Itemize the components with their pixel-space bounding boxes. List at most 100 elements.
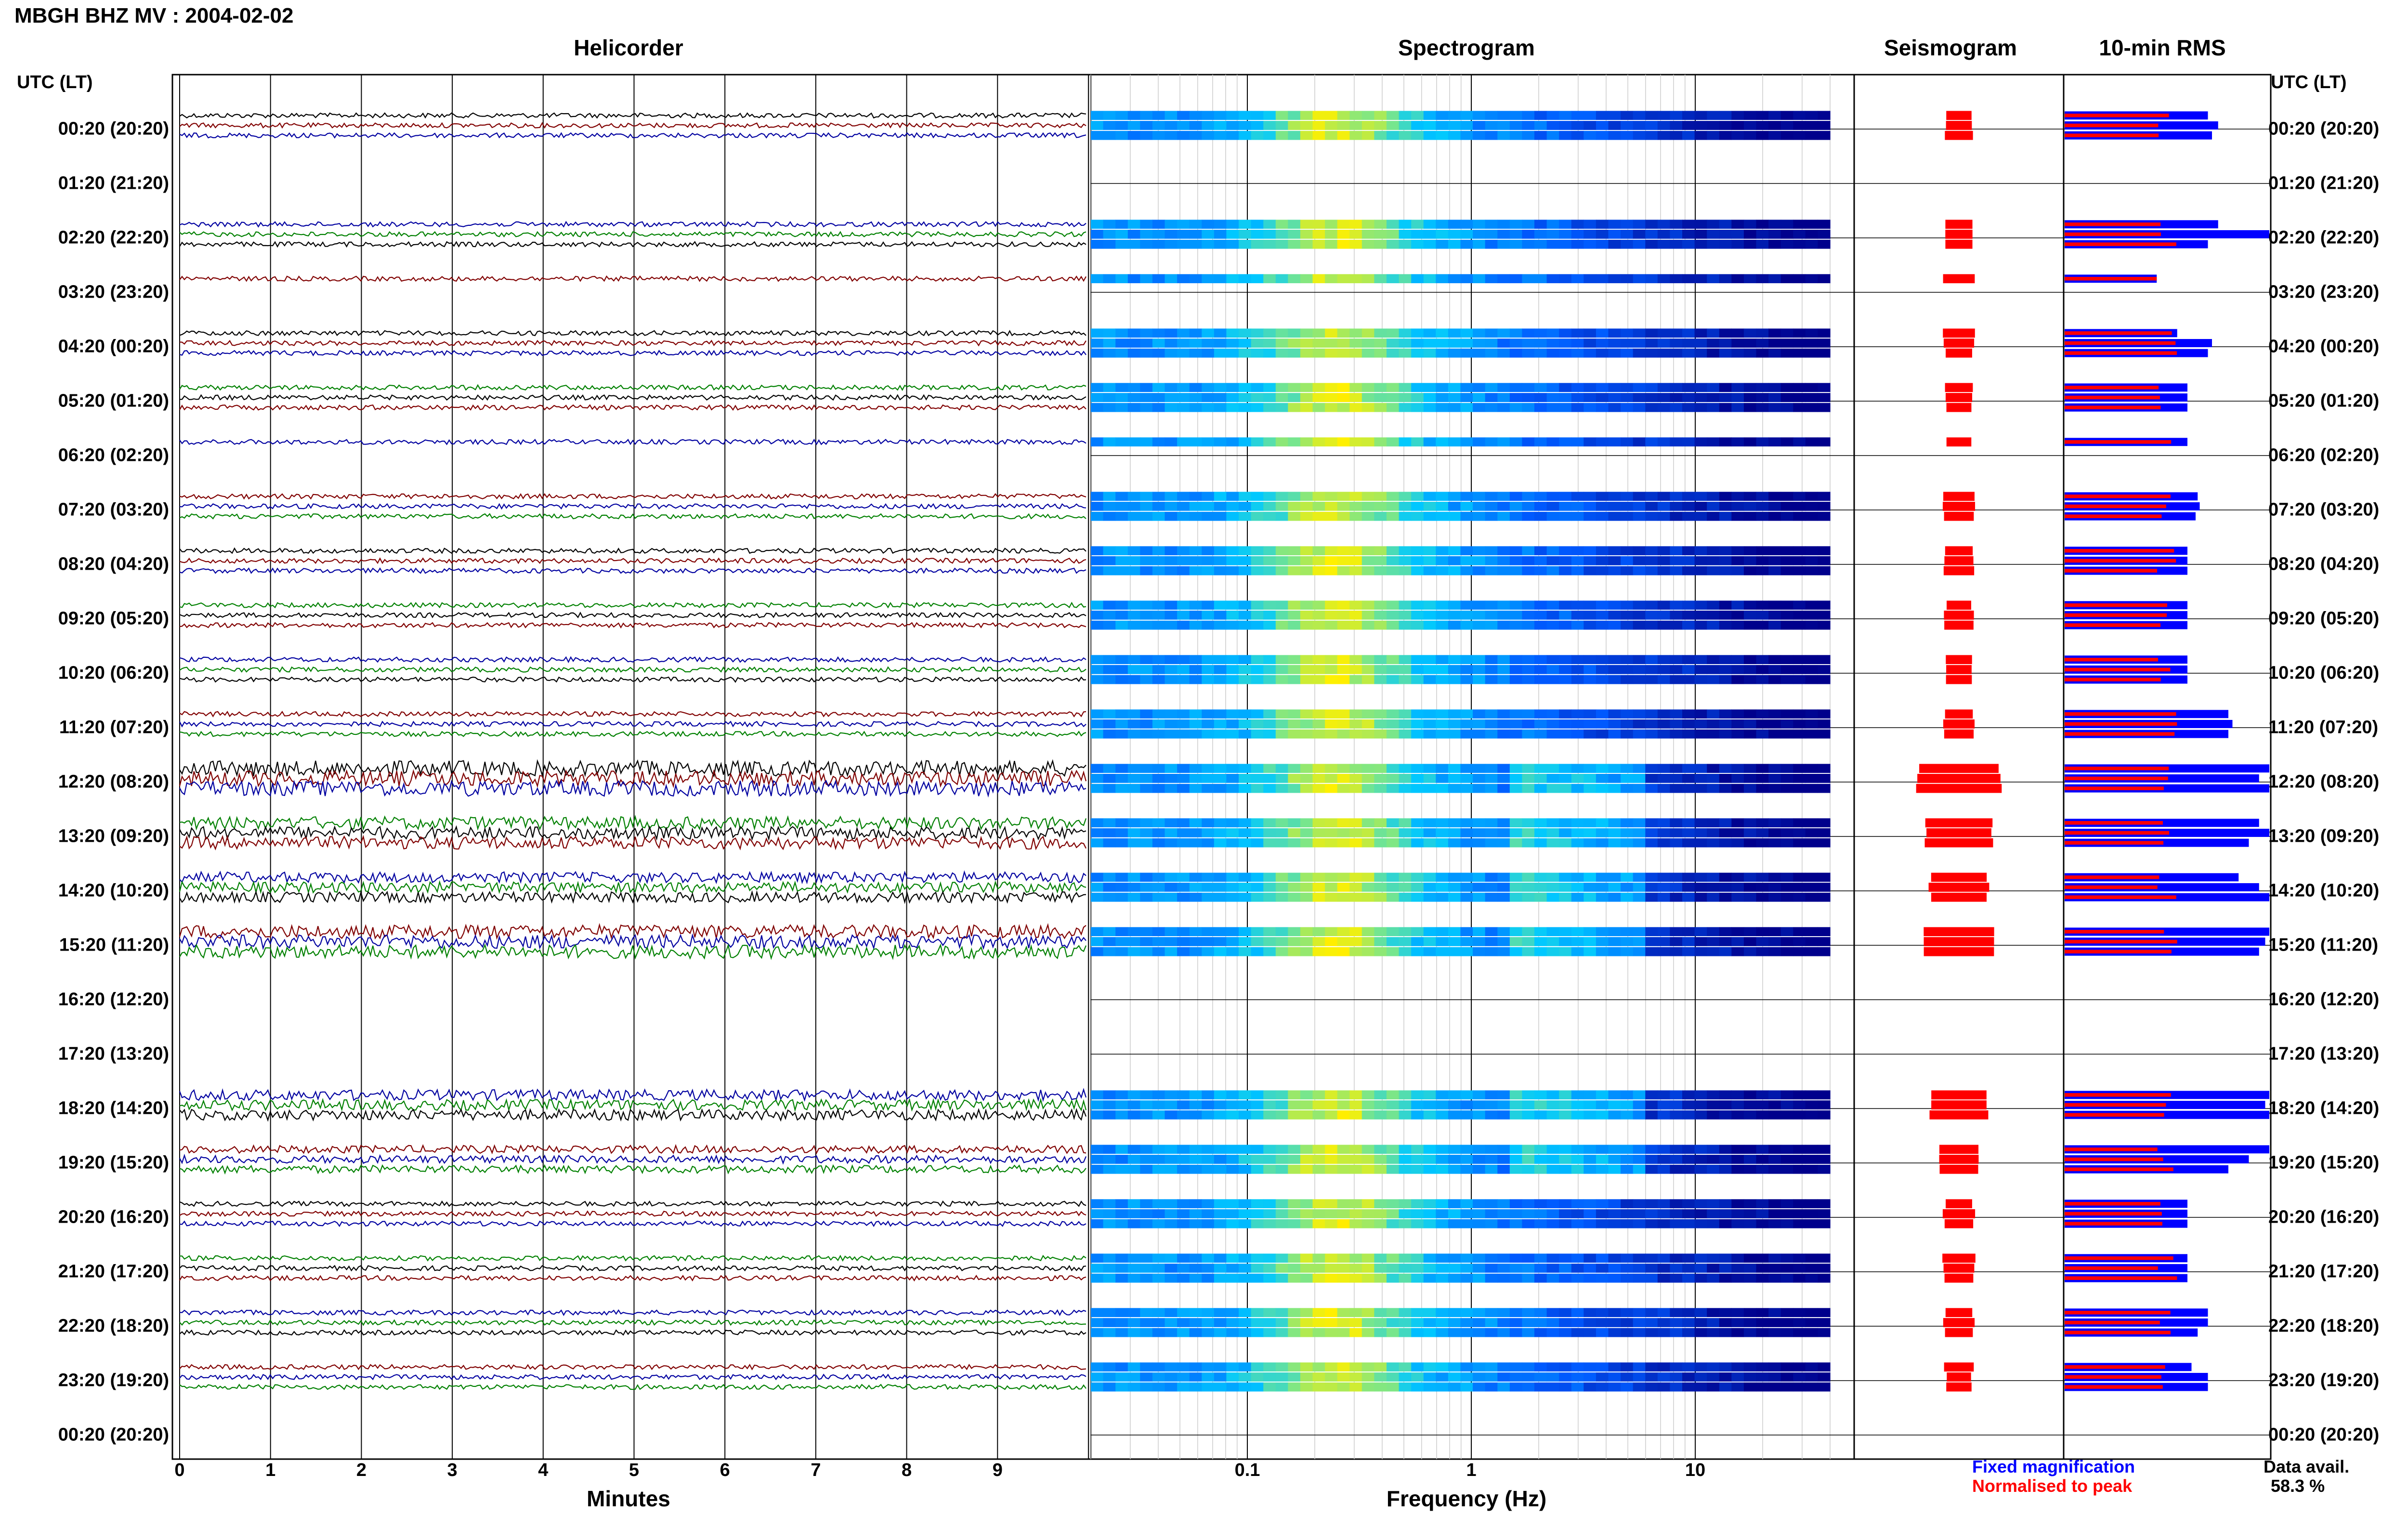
spectrogram-cell — [1694, 511, 1707, 521]
spectrogram-cell — [1251, 927, 1264, 937]
spectrogram-cell — [1436, 111, 1449, 120]
spectrogram-cell — [1177, 1090, 1190, 1100]
spectrogram-cell — [1436, 947, 1449, 956]
spectrogram-cell — [1768, 1273, 1781, 1283]
spectrogram-cell — [1165, 437, 1178, 447]
spectrogram-cell — [1411, 111, 1424, 120]
spectrogram-cell — [1103, 239, 1116, 249]
spectrogram-cell — [1275, 892, 1288, 902]
spectrogram-cell — [1251, 328, 1264, 338]
spectrogram-cell — [1387, 502, 1400, 511]
seismogram-trace — [1924, 947, 1994, 956]
spectrogram-cell — [1300, 600, 1313, 610]
spectrogram-cell — [1768, 383, 1781, 392]
spectrogram-cell — [1202, 328, 1215, 338]
spectrogram-cell — [1719, 927, 1732, 937]
spectrogram-cell — [1387, 729, 1400, 739]
spectrogram-cell — [1768, 1145, 1781, 1154]
right-time-label: 04:20 (00:20) — [2268, 336, 2380, 357]
spectrogram-cell — [1719, 1199, 1732, 1209]
spectrogram-cell — [1497, 883, 1510, 892]
spectrogram-cell — [1140, 1209, 1153, 1218]
spectrogram-cell — [1312, 729, 1325, 739]
spectrogram-cell — [1793, 1110, 1806, 1120]
spectrogram-cell — [1473, 220, 1486, 229]
spectrogram-cell — [1165, 611, 1178, 620]
spectrogram-cell — [1707, 1308, 1720, 1318]
spectrogram-cell — [1522, 1273, 1535, 1283]
spectrogram-cell — [1275, 403, 1288, 412]
left-time-label: 22:20 (18:20) — [58, 1316, 169, 1336]
spectrogram-cell — [1275, 828, 1288, 837]
spectrogram-cell — [1448, 502, 1461, 511]
spectrogram-cell — [1608, 655, 1621, 665]
spectrogram-cell — [1780, 665, 1793, 674]
spectrogram-cell — [1719, 719, 1732, 729]
spectrogram-cell — [1300, 403, 1313, 412]
spectrogram-cell — [1657, 111, 1670, 120]
spectrogram-cell — [1571, 1382, 1584, 1392]
spectrogram-cell — [1497, 393, 1510, 402]
spectrogram-cell — [1127, 1100, 1140, 1109]
spectrogram-cell — [1645, 1110, 1658, 1120]
spectrogram-cell — [1337, 220, 1350, 229]
spectrogram-cell — [1621, 774, 1634, 783]
spectrogram-cell — [1374, 566, 1387, 575]
spectrogram-cell — [1818, 1372, 1831, 1382]
spectrogram-cell — [1448, 511, 1461, 521]
spectrogram-cell — [1608, 220, 1621, 229]
spectrogram-cell — [1473, 556, 1486, 565]
spectrogram-cell — [1633, 556, 1646, 565]
spectrogram-cell — [1534, 937, 1547, 946]
spectrogram-cell — [1473, 927, 1486, 937]
spectrogram-cell — [1177, 1372, 1190, 1382]
spectrogram-cell — [1694, 828, 1707, 837]
station-title: MBGH BHZ MV : 2004-02-02 — [14, 4, 294, 27]
spectrogram-cell — [1312, 566, 1325, 575]
spectrogram-cell — [1127, 437, 1140, 447]
spectrogram-cell — [1805, 131, 1818, 140]
spectrogram-cell — [1534, 339, 1547, 348]
spectrogram-cell — [1091, 403, 1104, 412]
spectrogram-cell — [1312, 937, 1325, 946]
spectrogram-cell — [1460, 403, 1473, 412]
spectrogram-cell — [1337, 566, 1350, 575]
spectrogram-cell — [1177, 1328, 1190, 1337]
spectrogram-cell — [1226, 1372, 1239, 1382]
spectrogram-cell — [1436, 873, 1449, 882]
spectrogram-cell — [1473, 783, 1486, 793]
spectrogram-cell — [1608, 348, 1621, 358]
spectrogram-cell — [1731, 546, 1744, 556]
spectrogram-cell — [1633, 131, 1646, 140]
spectrogram-cell — [1608, 383, 1621, 392]
spectrogram-cell — [1818, 1273, 1831, 1283]
spectrogram-cell — [1670, 1209, 1683, 1218]
spectrogram-cell — [1275, 873, 1288, 882]
spectrogram-cell — [1731, 1372, 1744, 1382]
spectrogram-cell — [1349, 1362, 1362, 1372]
spectrogram-cell — [1214, 1318, 1227, 1327]
spectrogram-cell — [1374, 620, 1387, 630]
spectrogram-cell — [1361, 121, 1374, 130]
spectrogram-cell — [1239, 719, 1252, 729]
spectrogram-cell — [1263, 838, 1276, 848]
spectrogram-cell — [1361, 111, 1374, 120]
spectrogram-cell — [1522, 611, 1535, 620]
spectrogram-cell — [1325, 892, 1338, 902]
spectrogram-cell — [1460, 348, 1473, 358]
spectrogram-cell — [1584, 818, 1597, 828]
spectrogram-cell — [1387, 655, 1400, 665]
spectrogram-cell — [1239, 1110, 1252, 1120]
spectrogram-cell — [1325, 230, 1338, 239]
spectrogram-cell — [1645, 655, 1658, 665]
spectrogram-cell — [1399, 131, 1412, 140]
spectrogram-cell — [1399, 818, 1412, 828]
spectrogram-cell — [1645, 502, 1658, 511]
spectrogram-cell — [1361, 729, 1374, 739]
spectrogram-cell — [1374, 111, 1387, 120]
seismogram-trace — [1947, 1372, 1971, 1382]
spectrogram-cell — [1165, 764, 1178, 773]
spectrogram-cell — [1115, 274, 1128, 284]
spectrogram-cell — [1349, 783, 1362, 793]
spectrogram-cell — [1731, 1199, 1744, 1209]
